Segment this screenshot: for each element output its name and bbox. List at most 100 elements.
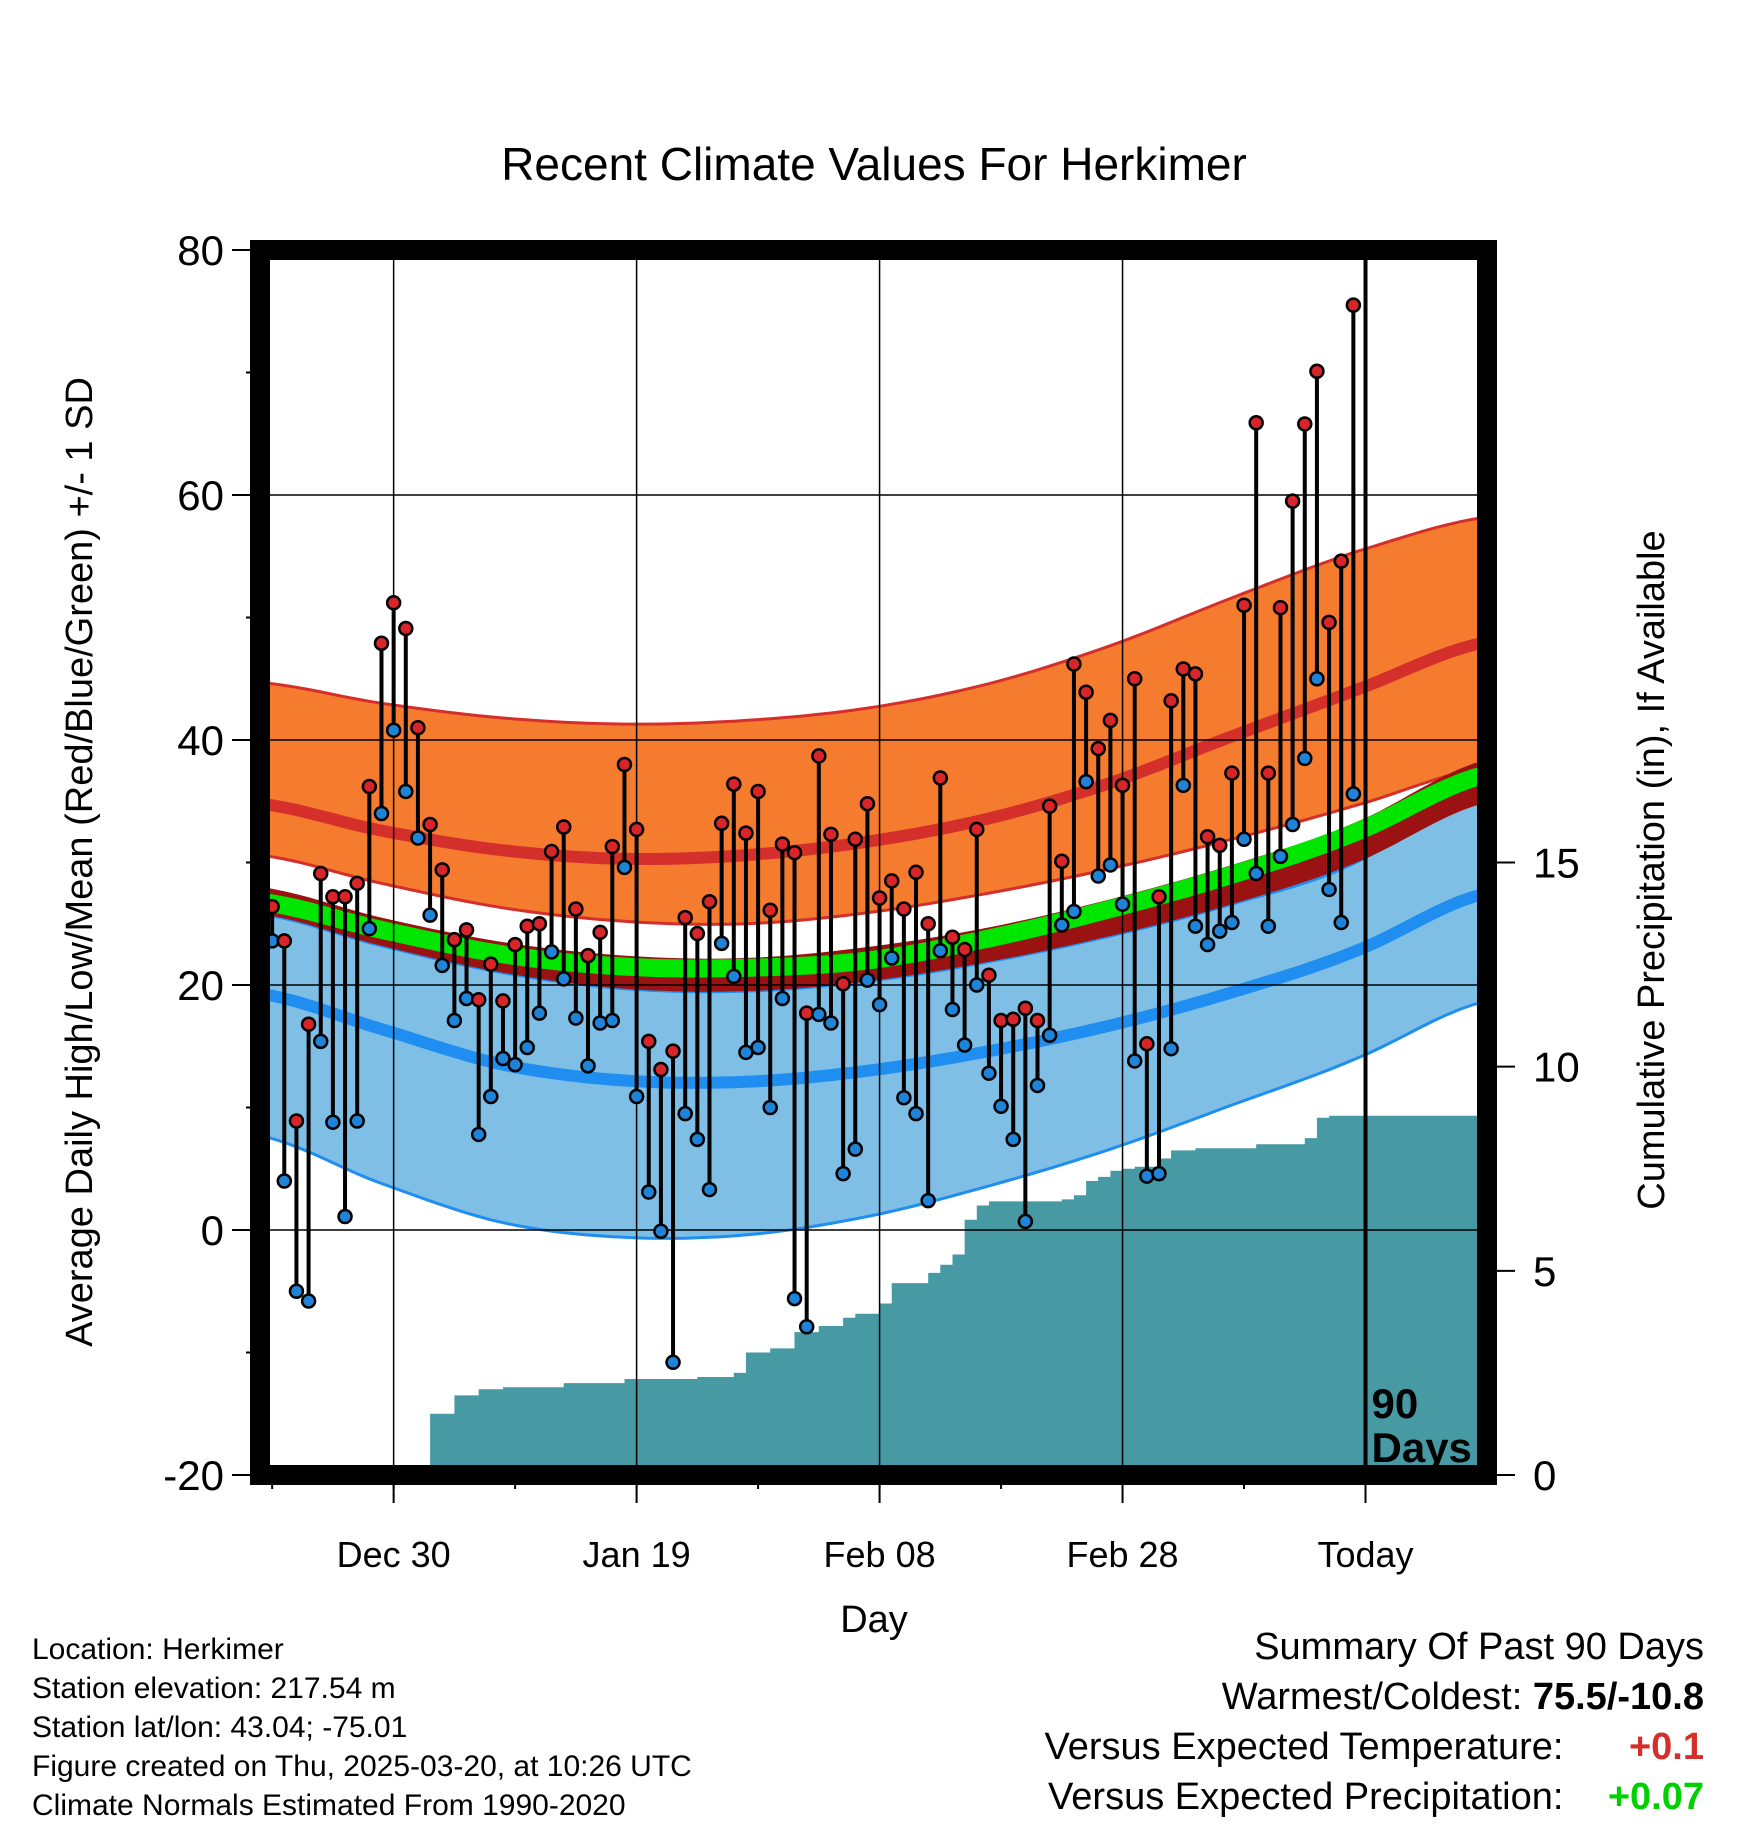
- daily-low-point: [835, 1165, 851, 1182]
- daily-low-point: [665, 1354, 681, 1371]
- daily-low-point: [786, 1290, 803, 1307]
- today-days-word: Days: [1372, 1424, 1472, 1471]
- daily-low-point: [1321, 881, 1337, 898]
- daily-high-point: [276, 933, 293, 949]
- precipitation-area: [260, 1115, 1487, 1475]
- elevation-text: Station elevation: 217.54 m: [32, 1672, 396, 1705]
- daily-high-point: [592, 924, 608, 941]
- daily-high-point: [871, 890, 888, 906]
- daily-low-point: [373, 805, 390, 822]
- daily-low-point: [774, 990, 791, 1007]
- daily-low-point: [653, 1223, 669, 1239]
- daily-high-point: [446, 931, 463, 948]
- daily-low-point: [507, 1056, 523, 1073]
- daily-high-point: [458, 922, 475, 938]
- daily-high-point: [847, 831, 864, 847]
- daily-high-point: [920, 916, 936, 932]
- daily-high-point: [653, 1061, 669, 1078]
- daily-high-point: [531, 916, 548, 932]
- daily-low-point: [641, 1184, 657, 1200]
- daily-high-point: [1041, 798, 1058, 814]
- daily-high-point: [883, 873, 900, 889]
- daily-low-point: [312, 1033, 329, 1050]
- y-axis-label: Average Daily High/Low/Mean (Red/Blue/Gr…: [59, 377, 101, 1347]
- daily-low-point: [871, 996, 888, 1013]
- daily-low-point: [495, 1050, 511, 1067]
- daily-low-point: [750, 1039, 766, 1056]
- daily-low-point: [325, 1114, 341, 1130]
- daily-low-point: [981, 1065, 997, 1081]
- daily-high-point: [1078, 684, 1094, 700]
- daily-high-point: [701, 893, 718, 910]
- daily-high-point: [1005, 1011, 1021, 1028]
- daily-low-point: [689, 1131, 706, 1148]
- daily-low-point: [543, 944, 560, 960]
- daily-low-point: [701, 1181, 718, 1198]
- x-tick-label: Feb 08: [824, 1534, 936, 1575]
- daily-high-point: [507, 936, 523, 953]
- daily-low-point: [300, 1293, 317, 1309]
- daily-high-point: [786, 844, 803, 861]
- daily-high-point: [1163, 693, 1179, 709]
- daily-low-point: [1066, 903, 1082, 920]
- location-text: Location: Herkimer: [32, 1633, 284, 1666]
- daily-high-point: [969, 821, 985, 838]
- daily-low-point: [908, 1105, 924, 1122]
- daily-low-point: [1114, 896, 1131, 912]
- daily-low-point: [398, 783, 414, 800]
- high-sd-band-upper-edge: [260, 515, 1487, 726]
- daily-high-point: [835, 976, 851, 992]
- daily-low-point: [580, 1058, 596, 1074]
- daily-high-point: [337, 889, 353, 905]
- daily-low-point: [1151, 1165, 1167, 1182]
- daily-low-point: [932, 942, 949, 959]
- x-tick-label: Jan 19: [583, 1534, 691, 1575]
- daily-high-point: [981, 967, 997, 983]
- daily-high-point: [1139, 1036, 1155, 1052]
- daily-high-point: [1321, 614, 1337, 631]
- daily-high-point: [726, 776, 742, 792]
- daily-high-point: [410, 720, 426, 736]
- daily-low-point: [1224, 914, 1240, 931]
- daily-high-point: [604, 838, 621, 855]
- daily-high-point: [774, 836, 791, 852]
- daily-high-point: [1199, 829, 1216, 845]
- daily-low-point: [1345, 786, 1362, 802]
- y-tick-label: 60: [177, 472, 224, 519]
- low-sd-band: [260, 786, 1487, 1239]
- y-tick-label: 0: [201, 1207, 224, 1254]
- normals-text: Climate Normals Estimated From 1990-2020: [32, 1789, 626, 1822]
- y2-tick-label: 10: [1533, 1044, 1580, 1091]
- y2-tick-label: 5: [1533, 1248, 1556, 1295]
- daily-low-point: [1005, 1131, 1021, 1148]
- daily-high-point: [1236, 597, 1252, 613]
- daily-low-point: [1333, 914, 1349, 931]
- daily-low-point: [956, 1037, 973, 1053]
- daily-low-point: [519, 1039, 536, 1056]
- y-tick-label: 20: [177, 962, 224, 1009]
- daily-low-point: [896, 1089, 912, 1106]
- daily-high-point: [434, 862, 450, 878]
- daily-low-point: [859, 972, 876, 988]
- daily-high-point: [288, 1113, 305, 1129]
- daily-high-point: [1102, 712, 1119, 729]
- daily-high-point: [580, 947, 596, 964]
- daily-high-point: [1284, 493, 1301, 509]
- daily-low-point: [1029, 1077, 1046, 1094]
- daily-high-point: [665, 1043, 681, 1059]
- daily-high-point: [713, 815, 730, 832]
- daily-high-point: [1054, 853, 1070, 870]
- daily-high-point: [543, 843, 560, 860]
- daily-high-point: [1224, 765, 1240, 781]
- daily-low-point: [1175, 777, 1192, 794]
- temp-anomaly-row: Versus Expected Temperature: +0.1: [1045, 1722, 1704, 1772]
- daily-low-point: [616, 859, 633, 876]
- daily-low-point: [993, 1098, 1009, 1115]
- daily-high-point: [811, 748, 827, 764]
- y2-axis-label: Cumulative Precipitation (in), If Availa…: [1631, 530, 1673, 1209]
- x-tick-label: Feb 28: [1067, 1534, 1179, 1575]
- daily-low-point: [361, 920, 378, 937]
- daily-low-point: [604, 1012, 621, 1029]
- daily-low-point: [470, 1126, 487, 1143]
- daily-low-point: [1017, 1213, 1034, 1230]
